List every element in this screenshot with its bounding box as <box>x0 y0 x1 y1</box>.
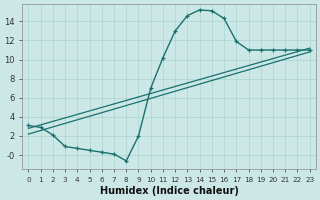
X-axis label: Humidex (Indice chaleur): Humidex (Indice chaleur) <box>100 186 238 196</box>
